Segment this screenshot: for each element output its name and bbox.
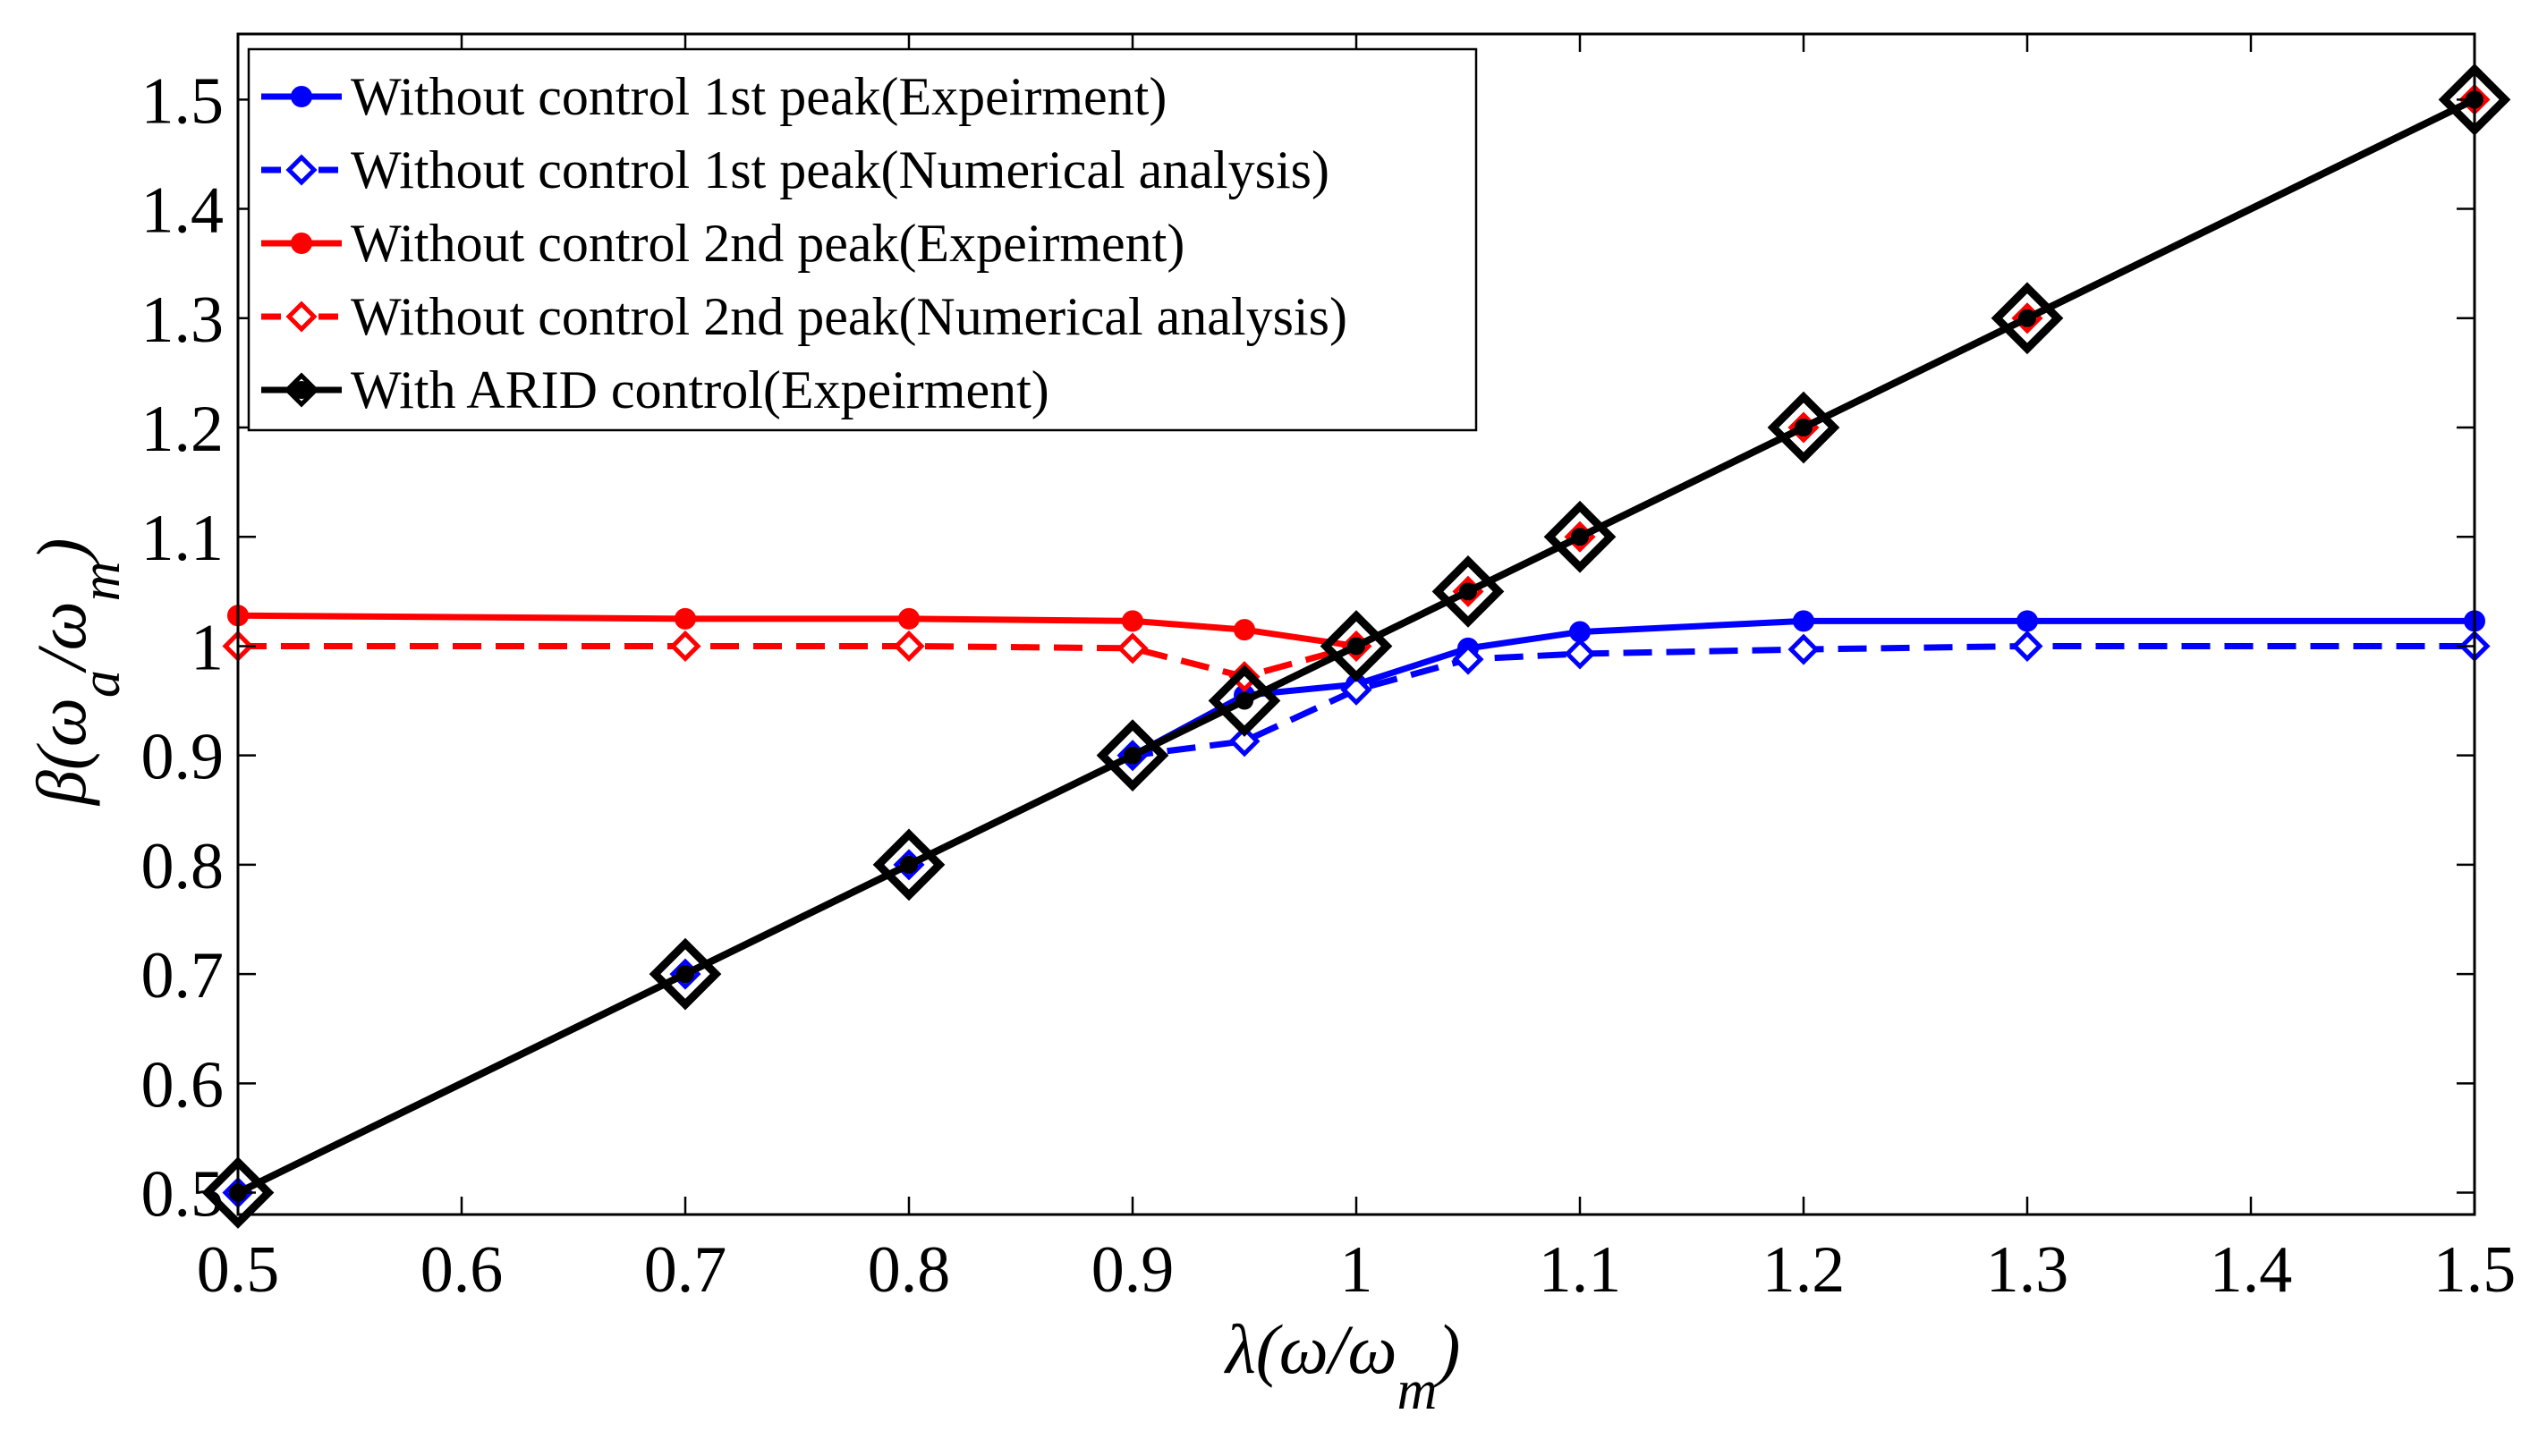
legend: Without control 1st peak(Expeirment) With… [247,47,1478,432]
data-point [1234,619,1255,641]
data-point [1116,632,1149,665]
x-tick-label: 0.7 [644,1233,727,1307]
data-point [1340,673,1372,706]
data-point-diamond [284,372,319,408]
legend-entry: With ARID control(Expeirment) [261,360,1049,419]
x-tick-label: 1 [1340,1233,1373,1307]
y-tick-label: 1.2 [141,393,225,466]
y-tick-label: 1.3 [141,284,225,357]
x-tick-label: 0.8 [868,1233,951,1307]
data-point-diamond [1991,282,2064,355]
y-tick-label: 1 [191,611,224,684]
data-point-diamond [201,1156,275,1229]
axes-frame [236,32,2476,1216]
legend-entry: Without control 2nd peak(Expeirment) [261,214,1184,273]
x-tick-label: 0.9 [1091,1233,1175,1307]
data-point-diamond [1543,500,1617,573]
data-point [291,233,312,254]
y-tick-label: 0.6 [141,1048,225,1122]
data-point-diamond [1096,719,1169,792]
y-tick-label: 1.5 [141,64,225,138]
data-point [285,301,318,333]
data-point [2016,610,2038,632]
x-tick-label: 1.2 [1762,1233,1846,1307]
series-5 [201,63,2511,1229]
x-axis-label: λ(ω/ωm) [1224,1310,1460,1421]
y-axis-label: β(ωa/ωm) [22,538,132,807]
legend-label: With ARID control(Expeirment) [351,360,1049,419]
data-point [1124,746,1142,765]
y-tick-label: 0.8 [141,830,225,903]
data-point [1122,610,1143,632]
legend-label: Without control 1st peak(Expeirment) [351,67,1167,126]
data-point [669,630,701,662]
legend-entry: Without control 2nd peak(Numerical analy… [261,287,1347,346]
data-point [1793,610,1814,632]
y-tick-label: 0.7 [141,939,225,1012]
axis-ticks: 0.5 0.6 0.7 0.8 0.9 1 1.1 1.2 1.3 1.4 1.5 0.5 0.6 0.7… [141,34,2517,1307]
data-point [2018,309,2036,327]
x-tick-label: 1.5 [2433,1233,2517,1307]
legend-label: Without control 2nd peak(Numerical analy… [351,287,1347,346]
data-point [1571,528,1589,546]
legend-label: Without control 1st peak(Numerical analy… [351,140,1329,199]
data-point [293,381,310,399]
data-point [1787,633,1820,665]
legend-entry: Without control 1st peak(Numerical analy… [261,140,1329,199]
x-tick-label: 1.1 [1539,1233,1622,1307]
data-point [291,86,312,107]
y-tick-label: 1.4 [141,174,225,248]
x-tick-label: 0.5 [197,1233,280,1307]
data-point-diamond [1320,610,1393,682]
data-point [285,154,318,186]
data-point [1459,582,1477,601]
data-point [1228,725,1261,758]
x-tick-label: 0.6 [420,1233,504,1307]
data-point [1347,637,1365,656]
x-tick-label: 1.4 [2210,1233,2293,1307]
data-point [1235,691,1253,710]
y-tick-label: 1.1 [141,502,225,575]
data-point-diamond [1767,391,1840,464]
data-point [1228,661,1261,693]
data-point [675,607,696,630]
plot-area [201,63,2511,1229]
data-point [898,607,920,630]
data-point [1795,419,1813,436]
data-point-diamond [649,937,722,1011]
y-tick-label: 0.5 [141,1158,225,1232]
legend-entry: Without control 1st peak(Expeirment) [261,67,1167,126]
data-point [900,855,918,874]
data-point-diamond [872,828,946,902]
data-point-diamond [1431,554,1505,628]
data-point [893,630,925,662]
data-point [676,965,694,984]
legend-box [247,47,1478,432]
x-tick-label: 1.3 [1986,1233,2069,1307]
legend-label: Without control 2nd peak(Expeirment) [351,214,1184,273]
data-point [2011,630,2043,662]
y-tick-label: 0.9 [141,721,225,794]
data-point [1452,643,1484,675]
data-point-diamond [1208,665,1281,737]
data-point [1564,638,1596,670]
